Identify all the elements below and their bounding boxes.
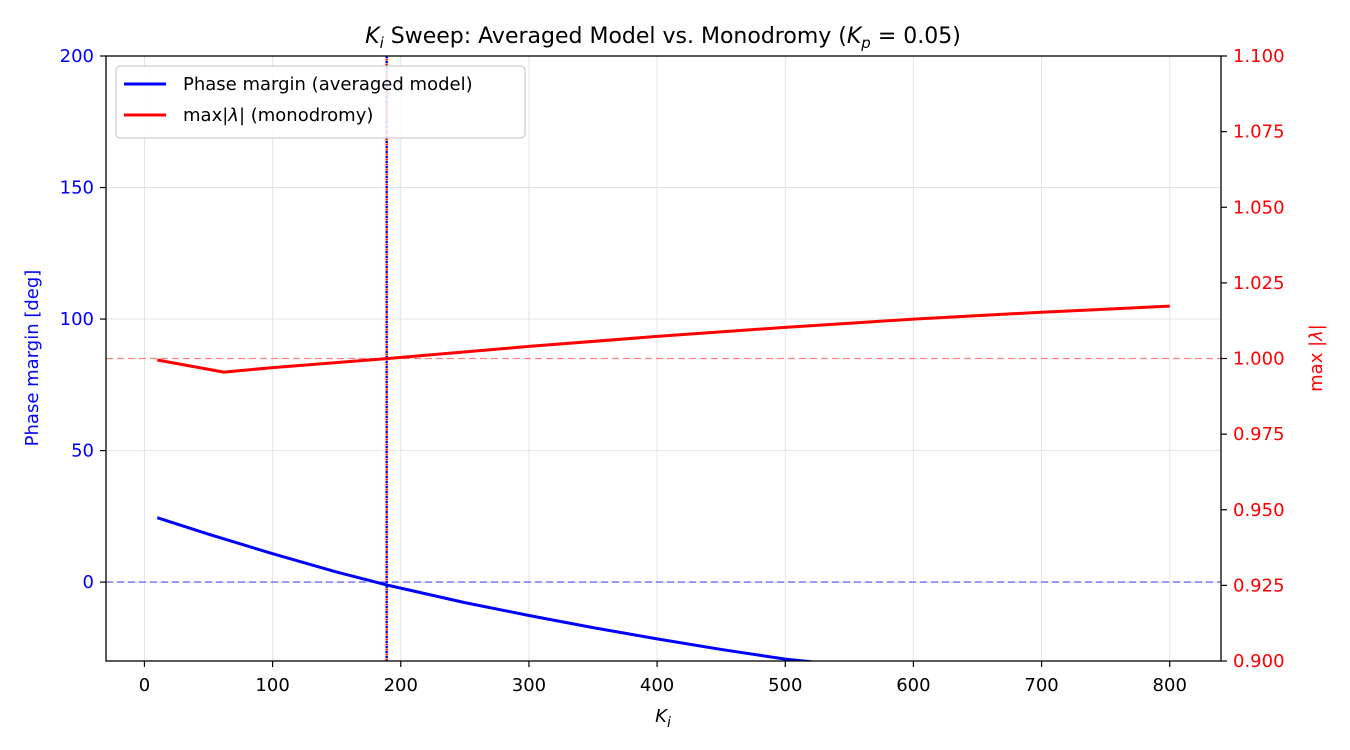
- title-middle: Sweep: Averaged Model vs. Monodromy (: [384, 24, 847, 49]
- y-right-tick-label: 1.000: [1233, 349, 1285, 370]
- title-kp: K: [847, 24, 863, 49]
- y-right-tick-label: 0.975: [1233, 424, 1285, 445]
- y-right-label-symbol: λ: [1306, 330, 1327, 342]
- x-tick-label: 500: [768, 675, 802, 696]
- y-right-tick-label: 0.950: [1233, 500, 1285, 521]
- y-right-tick-label: 1.075: [1233, 122, 1285, 143]
- x-tick-label: 800: [1153, 675, 1187, 696]
- x-tick-label: 200: [384, 675, 418, 696]
- x-tick-label: 400: [640, 675, 674, 696]
- x-label-main: K: [655, 706, 668, 727]
- y-axis-left-label: Phase margin [deg]: [22, 270, 43, 447]
- y-right-tick-label: 1.050: [1233, 197, 1285, 218]
- x-axis-ticks: 0 100 200 300 400 500 600 700 800: [139, 661, 1187, 696]
- y-axis-right-ticks: 0.900 0.925 0.950 0.975 1.000 1.025 1.050 1.075…: [1221, 46, 1285, 672]
- legend-box: [115, 65, 526, 139]
- y-left-tick-label: 0: [83, 572, 94, 593]
- legend-lambda-suffix: | (monodromy): [239, 105, 373, 126]
- title-kp-subscript: p: [860, 34, 871, 52]
- x-label-subscript: i: [667, 715, 671, 731]
- y-left-tick-label: 200: [60, 46, 94, 67]
- legend-label-lambda: max|λ| (monodromy): [183, 105, 373, 126]
- x-tick-label: 0: [139, 675, 150, 696]
- legend-lambda-prefix: max|: [183, 105, 228, 126]
- legend-lambda-symbol: λ: [227, 105, 239, 126]
- y-axis-right-label: max |λ|: [1306, 324, 1327, 392]
- series-line-max-lambda: [156, 304, 1170, 374]
- y-right-label-prefix: max |: [1306, 341, 1327, 392]
- title-end: = 0.05): [871, 24, 961, 49]
- y-right-tick-label: 1.025: [1233, 273, 1285, 294]
- legend-label-phase: Phase margin (averaged model): [183, 74, 473, 95]
- x-tick-label: 100: [255, 675, 289, 696]
- series-line-phase-margin: [156, 516, 818, 661]
- title-ki-subscript: i: [380, 34, 385, 52]
- y-right-tick-label: 0.900: [1233, 651, 1285, 672]
- y-right-label-suffix: |: [1306, 324, 1327, 330]
- x-tick-label: 700: [1024, 675, 1058, 696]
- y-right-tick-label: 1.100: [1233, 46, 1285, 67]
- y-right-tick-label: 0.925: [1233, 575, 1285, 596]
- legend: Phase margin (averaged model) max|λ| (mo…: [115, 65, 526, 139]
- chart-title: Ki Sweep: Averaged Model vs. Monodromy (…: [365, 24, 961, 52]
- x-tick-label: 300: [512, 675, 546, 696]
- y-left-tick-label: 50: [71, 441, 94, 462]
- series-group: [156, 304, 1170, 661]
- title-ki: K: [365, 24, 381, 49]
- x-tick-label: 600: [896, 675, 930, 696]
- x-axis-label: Ki: [655, 706, 671, 731]
- y-left-tick-label: 150: [60, 178, 94, 199]
- y-left-tick-label: 100: [60, 309, 94, 330]
- y-axis-left-ticks: 0 50 100 150 200: [60, 46, 106, 593]
